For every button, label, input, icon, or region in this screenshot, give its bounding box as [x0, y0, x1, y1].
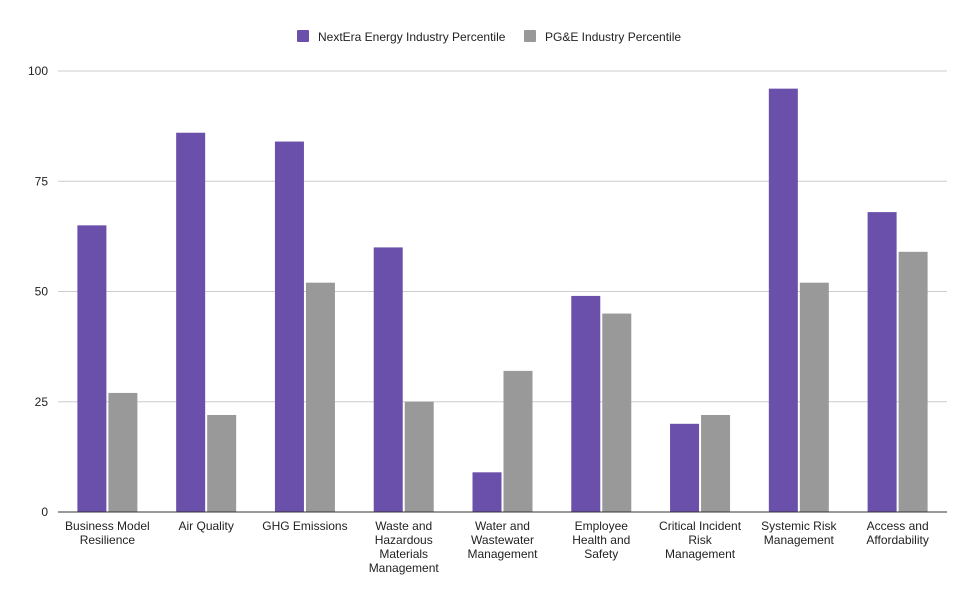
x-tick-label-line: Systemic Risk — [761, 519, 837, 533]
x-tick-label-line: Hazardous — [375, 533, 433, 547]
gridlines — [58, 70, 947, 403]
y-tick-labels: 0 25 50 75 100 — [28, 64, 48, 519]
x-tick-label-line: Management — [665, 547, 736, 561]
x-tick-label-line: Wastewater — [471, 533, 534, 547]
x-tick-label-line: Access and — [867, 519, 929, 533]
nextera-bar — [670, 423, 700, 512]
x-tick-label: Waste and Hazardous Materials Management — [369, 519, 440, 575]
pge-bar — [898, 251, 928, 512]
y-tick-label: 25 — [35, 395, 49, 409]
pge-bar — [799, 282, 829, 512]
nextera-bar — [472, 472, 502, 512]
x-tick-label-line: GHG Emissions — [262, 519, 347, 533]
x-tick-label: Employee Health and Safety — [572, 519, 630, 561]
nextera-bar — [373, 247, 403, 512]
nextera-bar — [176, 132, 206, 513]
x-tick-label: Business Model Resilience — [65, 519, 150, 547]
x-tick-labels: Business Model Resilience Air Quality GHG E… — [65, 519, 929, 575]
y-tick-label: 100 — [28, 64, 48, 78]
x-tick-label: Water and Wastewater Management — [467, 519, 538, 561]
nextera-bar — [274, 141, 304, 512]
x-tick-label-line: Management — [764, 533, 835, 547]
nextera-bar — [77, 225, 107, 512]
x-tick-label-line: Water and — [475, 519, 530, 533]
x-tick-label-line: Affordability — [866, 533, 928, 547]
legend-label: NextEra Energy Industry Percentile — [318, 30, 506, 44]
x-tick-label-line: Resilience — [80, 533, 136, 547]
x-tick-label-line: Materials — [379, 547, 428, 561]
pge-bar — [701, 414, 731, 512]
pge-bar — [108, 392, 138, 512]
x-tick-label-line: Safety — [584, 547, 618, 561]
nextera-bar — [768, 88, 798, 512]
x-tick-label: Access and Affordability — [866, 519, 928, 547]
x-tick-label: Critical Incident Risk Management — [659, 519, 742, 561]
x-tick-label-line: Air Quality — [178, 519, 233, 533]
legend-swatch — [524, 30, 536, 42]
y-tick-label: 50 — [35, 285, 49, 299]
legend-swatch — [297, 30, 309, 42]
pge-bar — [305, 282, 335, 512]
bars — [77, 88, 928, 513]
x-tick-label-line: Business Model — [65, 519, 150, 533]
pge-bar — [404, 401, 434, 512]
legend-label: PG&E Industry Percentile — [545, 30, 681, 44]
x-tick-label: Air Quality — [178, 519, 233, 533]
pge-bar — [207, 414, 237, 512]
pge-bar — [503, 370, 533, 512]
legend-item-pge[interactable]: PG&E Industry Percentile — [524, 30, 681, 44]
y-tick-label: 75 — [35, 174, 49, 188]
x-tick-label: Systemic Risk Management — [761, 519, 837, 547]
legend[interactable]: NextEra Energy Industry Percentile PG&E I… — [297, 30, 681, 44]
x-tick-label-line: Management — [369, 561, 440, 575]
pge-bar — [602, 313, 632, 512]
nextera-bar — [571, 295, 601, 512]
x-tick-label-line: Employee — [575, 519, 629, 533]
x-tick-label: GHG Emissions — [262, 519, 347, 533]
x-tick-label-line: Health and — [572, 533, 630, 547]
x-tick-label-line: Risk — [688, 533, 712, 547]
nextera-bar — [867, 212, 897, 512]
y-tick-label: 0 — [41, 505, 48, 519]
x-tick-label-line: Management — [467, 547, 538, 561]
legend-item-nextera[interactable]: NextEra Energy Industry Percentile — [297, 30, 506, 44]
x-tick-label-line: Critical Incident — [659, 519, 742, 533]
x-tick-label-line: Waste and — [375, 519, 432, 533]
